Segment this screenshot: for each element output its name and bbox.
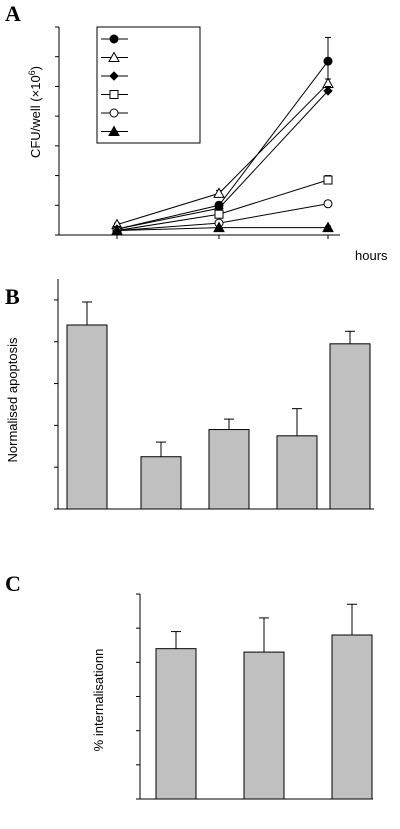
data-point <box>323 175 333 185</box>
data-point <box>322 221 334 233</box>
panel-b-letter: B <box>5 284 20 309</box>
bar <box>276 435 318 510</box>
bar <box>155 648 197 800</box>
bar <box>329 343 371 510</box>
legend-marker <box>109 90 119 99</box>
panel-b-plot <box>54 279 374 510</box>
data-point <box>213 187 225 198</box>
panel-a-letter: A <box>5 1 21 26</box>
panel-a-x-axis-label: hours <box>355 248 388 263</box>
bar <box>208 429 250 510</box>
panel-b: B Normalised apoptosis <box>5 279 374 510</box>
legend-marker <box>109 34 119 44</box>
legend-box <box>96 26 201 144</box>
panel-c-plot <box>136 593 373 800</box>
panel-a: A hours CFU/well (×106) <box>5 1 388 263</box>
legend-marker <box>108 51 120 62</box>
legend-marker <box>109 108 119 118</box>
data-point <box>111 224 123 236</box>
data-point <box>214 209 224 219</box>
bar <box>140 456 182 510</box>
panel-a-plot <box>58 27 340 236</box>
data-point <box>323 86 333 96</box>
data-point <box>323 199 333 209</box>
data-point <box>323 56 333 66</box>
panel-c-letter: C <box>5 571 21 596</box>
legend-marker <box>109 71 119 81</box>
legend-marker <box>108 125 120 136</box>
panel-a-x-ticks <box>116 235 329 239</box>
panel-a-legend <box>96 26 201 144</box>
bar <box>331 634 373 800</box>
panel-c-y-axis-label: % internalisationn <box>91 649 106 752</box>
panel-c: C % internalisationn <box>5 571 373 800</box>
data-point <box>213 221 225 233</box>
panel-a-y-axis-label: CFU/well (×106) <box>27 66 43 158</box>
panel-a-y-ticks <box>55 26 59 236</box>
bar <box>243 651 285 800</box>
bar <box>66 324 108 510</box>
panel-b-y-axis-label: Normalised apoptosis <box>5 337 20 463</box>
